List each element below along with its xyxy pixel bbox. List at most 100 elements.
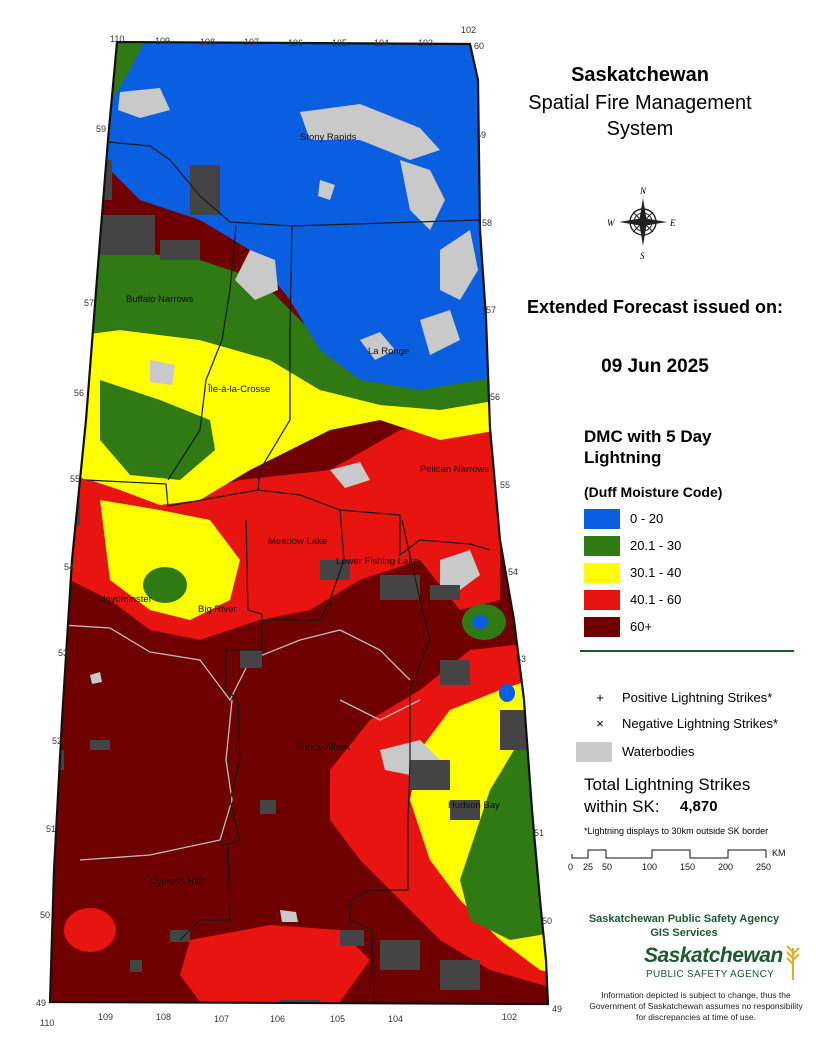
lon-label: 108 [156, 1012, 171, 1022]
dmc-20-30-patch [143, 567, 187, 603]
compass-w-label: W [607, 218, 616, 228]
place-label: Pelican Narrows [420, 464, 489, 475]
dmc-0-20-patch [472, 615, 488, 629]
place-label: Lloydminster [98, 594, 152, 605]
positive-strike-icon: + [596, 690, 604, 705]
scale-tick: 100 [642, 862, 657, 872]
logo-wordmark: Saskatchewan [644, 944, 783, 967]
legend-subtitle: (Duff Moisture Code) [584, 484, 723, 500]
legend-class-label: 0 - 20 [630, 511, 664, 526]
place-label: Cypress Hills [150, 876, 206, 887]
lon-label: 108 [200, 37, 215, 47]
disclaimer: Information depicted is subject to chang… [589, 990, 803, 1022]
lat-label: 54 [508, 567, 518, 577]
lon-label: 106 [288, 38, 303, 48]
lat-label: 54 [64, 562, 74, 572]
lon-label: 104 [388, 1014, 403, 1024]
lat-label: 51 [534, 828, 544, 838]
lon-label: 102 [502, 1012, 517, 1022]
place-label: Lower Fishing Lake [336, 556, 418, 567]
lon-label: 103 [418, 38, 433, 48]
lat-label: 59 [96, 124, 106, 134]
agency-name: Saskatchewan Public Safety Agency [588, 913, 780, 925]
lat-label: 50 [40, 910, 50, 920]
map-subtitle: Spatial Fire Management System [528, 92, 752, 140]
scale-bar: 0 25 50 100 150 200 250 KM [568, 848, 786, 872]
dmc-0-20-patch [499, 684, 515, 702]
waterbody-swatch [576, 742, 612, 762]
zone-boundaries [85, 141, 491, 1004]
dmc-40-60-patch [180, 925, 370, 1002]
compass-s-label: S [640, 251, 645, 261]
place-label: La Ronge [368, 346, 409, 357]
lon-label: 107 [244, 37, 259, 47]
agency-credit: Saskatchewan Public Safety Agency GIS Se… [574, 912, 794, 940]
scale-tick: 0 [568, 862, 573, 872]
place-label: Buffalo Narrows [126, 294, 194, 305]
lat-label: 53 [58, 648, 68, 658]
agency-dept: GIS Services [650, 927, 718, 939]
wheat-icon [786, 945, 800, 980]
dmc-20-30-zone-west [100, 380, 215, 480]
dmc-30-40-zone-mid [100, 500, 240, 620]
lat-label: 53 [516, 654, 526, 664]
dmc-20-30-zone [50, 250, 500, 410]
lon-label: 110 [110, 34, 124, 44]
place-label: Île-à-la-Crosse [207, 384, 270, 395]
compass-n-label: N [639, 186, 647, 196]
lat-label: 55 [70, 474, 80, 484]
legend-symbol-label: Positive Lightning Strikes* [622, 690, 773, 705]
scale-tick: 150 [680, 862, 695, 872]
legend-class-label: 40.1 - 60 [630, 592, 682, 607]
forecast-date: 09 Jun 2025 [601, 356, 709, 377]
place-label: Prince Albert [296, 742, 350, 753]
lat-label: 57 [84, 298, 94, 308]
legend-divider [580, 650, 794, 652]
legend-class-label: 20.1 - 30 [630, 538, 682, 553]
dmc-40-60-patch [64, 908, 116, 952]
lon-label: 109 [98, 1012, 113, 1022]
map-title: Saskatchewan [571, 64, 709, 86]
lat-label: 49 [552, 1004, 562, 1014]
lightning-note: *Lightning displays to 30km outside SK b… [584, 826, 769, 836]
legend-swatch [584, 509, 620, 529]
lon-label: 105 [332, 38, 347, 48]
lon-label: 104 [374, 38, 389, 48]
lat-label: 55 [500, 480, 510, 490]
lat-label: 60 [474, 41, 484, 51]
legend-symbol-label: Negative Lightning Strikes* [622, 716, 779, 731]
scale-tick: 250 [756, 862, 771, 872]
lat-label: 51 [46, 824, 56, 834]
forecast-label: Extended Forecast issued on: [526, 297, 784, 317]
saskatchewan-border [48, 40, 550, 1006]
graticule-labels: 110 109 108 107 106 105 104 103 102 110 … [36, 25, 562, 1028]
compass-rose-icon: N S E W [607, 186, 676, 261]
total-strikes-label: Total Lightning Strikes within SK: [584, 775, 751, 816]
lat-label: 50 [542, 916, 552, 926]
lon-label: 109 [155, 36, 170, 46]
scale-unit: KM [772, 848, 786, 858]
scale-tick: 200 [718, 862, 733, 872]
lon-label: 106 [270, 1014, 285, 1024]
legend-class-label: 30.1 - 40 [630, 565, 682, 580]
legend-swatch [584, 617, 620, 637]
logo-subtitle: PUBLIC SAFETY AGENCY [646, 969, 775, 980]
scale-tick: 50 [602, 862, 612, 872]
compass-e-label: E [669, 218, 676, 228]
place-label: Stony Rapids [300, 132, 357, 143]
legend-title: DMC with 5 Day Lightning [584, 427, 712, 467]
rivers [61, 624, 421, 861]
place-label: Big River [198, 604, 237, 615]
scale-tick: 25 [583, 862, 593, 872]
lat-label: 52 [52, 736, 62, 746]
legend-swatch [584, 563, 620, 583]
lon-label: 105 [330, 1014, 345, 1024]
legend-swatch [584, 536, 620, 556]
place-label: Hudson Bay [448, 800, 500, 811]
agency-logo: Saskatchewan PUBLIC SAFETY AGENCY [644, 944, 804, 984]
legend-swatch [584, 590, 620, 610]
lon-label: 110 [40, 1018, 54, 1028]
legend-symbol-label: Waterbodies [622, 744, 695, 759]
lon-label: 107 [214, 1014, 229, 1024]
